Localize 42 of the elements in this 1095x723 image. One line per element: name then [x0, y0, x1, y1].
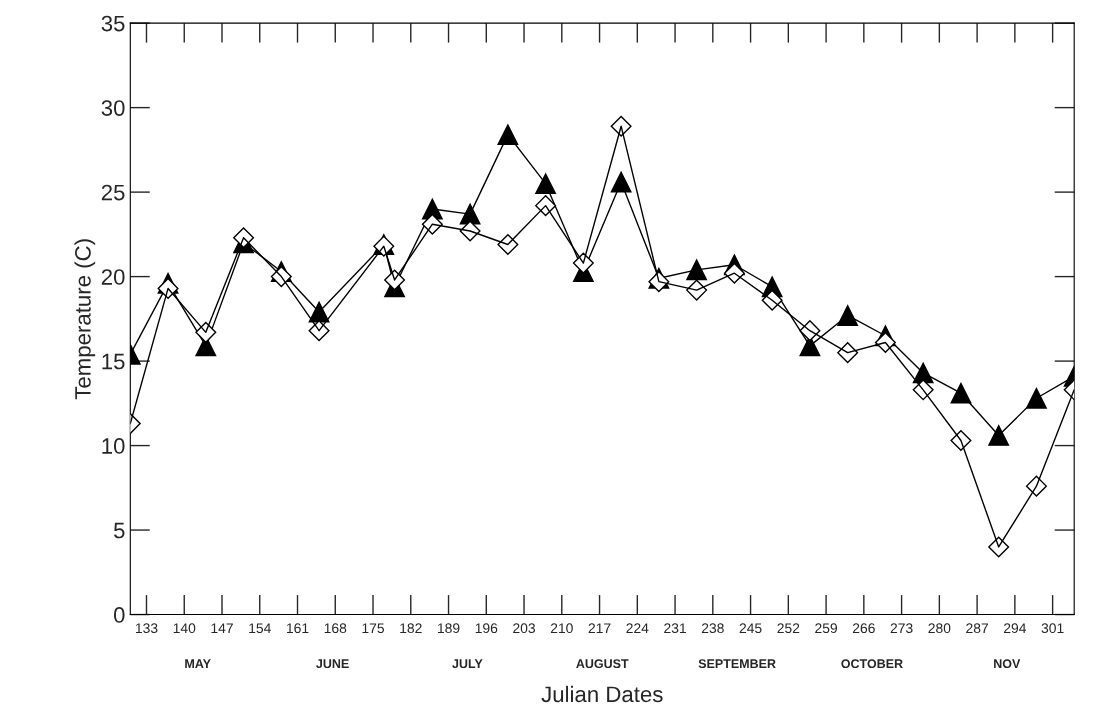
y-tick-label: 25	[101, 184, 125, 201]
x-tick-label: 203	[513, 623, 536, 634]
y-tick-label: 10	[102, 438, 125, 454]
text: OCTOBER	[841, 659, 903, 669]
x-tick-label: 210	[550, 623, 573, 634]
x-tick-label: 175	[362, 623, 385, 634]
x-tick-label: 168	[324, 623, 347, 634]
y-tick-label: 35	[101, 15, 125, 32]
y-tick-label: 0	[113, 607, 125, 623]
x-tick-label: 280	[928, 623, 951, 634]
y-tick-label: 15	[102, 353, 125, 370]
text: AUGUST	[576, 659, 629, 669]
x-tick-label: 266	[852, 623, 875, 634]
x-tick-label: 259	[815, 623, 838, 634]
x-tick-label: 189	[438, 623, 460, 634]
x-tick-label: 294	[1003, 623, 1027, 634]
text: NOV	[994, 659, 1021, 669]
x-tick-label: 147	[211, 623, 233, 633]
y-tick-label: 20	[101, 269, 125, 285]
y-tick-label: 30	[101, 100, 125, 116]
y-axis-title: Temperature (C)	[74, 239, 96, 400]
text: JULY	[452, 659, 483, 669]
x-tick-label: 196	[475, 623, 498, 634]
text: JUNE	[316, 659, 349, 669]
x-tick-label: 140	[173, 623, 196, 634]
x-axis-title: Julian Dates	[541, 685, 663, 703]
x-tick-label: 301	[1041, 623, 1064, 634]
x-tick-label: 161	[286, 623, 309, 634]
x-tick-label: 154	[249, 623, 271, 634]
y-tick-label: 5	[113, 522, 125, 539]
x-tick-label: 133	[135, 623, 158, 634]
x-tick-label: 245	[739, 623, 762, 634]
x-tick-label: 252	[777, 623, 800, 634]
x-tick-label: 273	[890, 623, 913, 634]
x-tick-label: 238	[701, 623, 724, 634]
text: MAY	[185, 659, 211, 668]
x-tick-label: 224	[626, 623, 649, 633]
x-tick-label: 231	[664, 623, 686, 634]
x-tick-label: 287	[966, 623, 988, 634]
text: SEPTEMBER	[698, 659, 776, 669]
x-tick-label: 182	[400, 623, 422, 634]
x-tick-label: 217	[588, 623, 611, 633]
